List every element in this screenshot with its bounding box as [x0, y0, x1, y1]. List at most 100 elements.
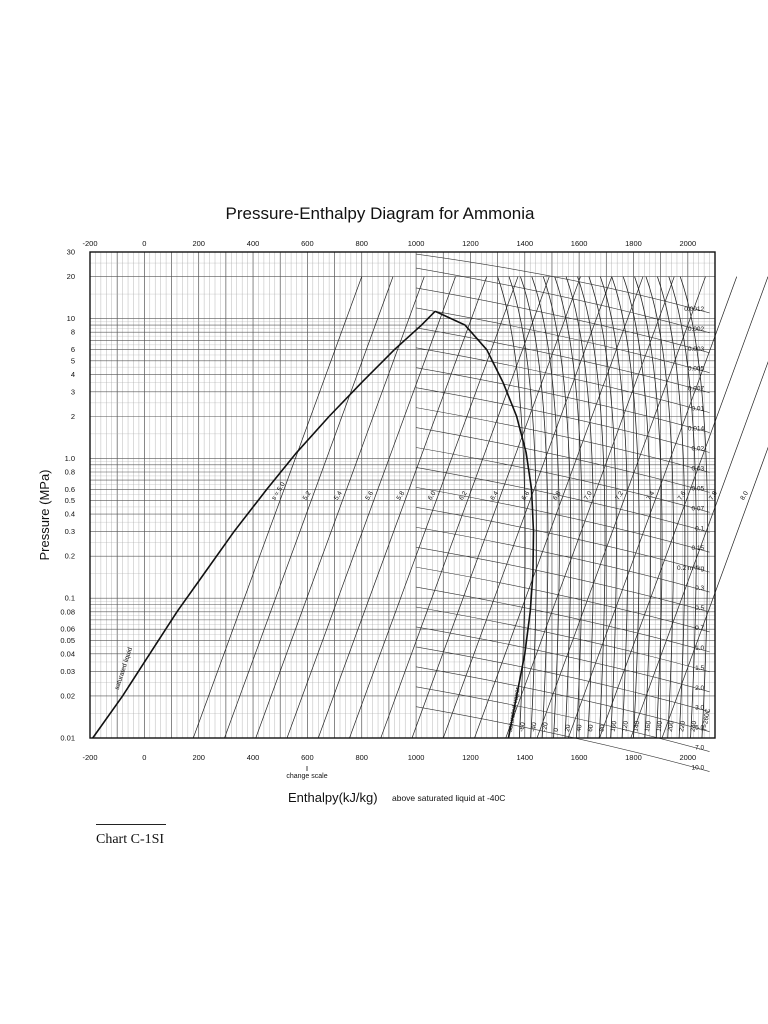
- isotherm-label: 220: [678, 720, 687, 732]
- x-tick-label-top: 400: [247, 239, 260, 248]
- saturated-vapor-line: [434, 310, 535, 739]
- x-tick-label-bottom: 400: [247, 753, 260, 762]
- isentrope-label: 8.0: [739, 490, 750, 502]
- chart-caption: Chart C-1SI: [96, 832, 165, 847]
- isentrope-label: s = 5.0: [271, 481, 288, 502]
- isotherm-label: T=260C: [701, 708, 712, 732]
- plot-frame: [89, 251, 716, 739]
- x-tick-label-top: 2000: [679, 239, 696, 248]
- isochore-line: [416, 407, 710, 473]
- y-tick-label: 4: [71, 370, 75, 379]
- isotherm-label: 120: [621, 720, 630, 732]
- y-tick-label: 20: [67, 272, 75, 281]
- isochore-label: 0.2 m³/kg: [677, 565, 704, 572]
- isentrope-line: [567, 276, 738, 739]
- isentrope-label: 5.4: [333, 490, 344, 502]
- isentrope-line: [380, 276, 550, 739]
- isochore-label: 0.003: [688, 346, 705, 353]
- x-tick-label-top: 0: [142, 239, 146, 248]
- isentrope-label: 6.4: [489, 490, 500, 502]
- isochore-line: [416, 487, 710, 553]
- isentrope-line: [599, 276, 768, 739]
- isotherm-label: 40: [575, 724, 583, 733]
- isochore-line: [416, 566, 710, 633]
- isentrope-line: [474, 276, 644, 739]
- isochore-label: 0.007: [688, 386, 705, 393]
- x-tick-label-top: 1200: [462, 239, 479, 248]
- isochore-label: 0.02: [691, 445, 704, 452]
- isochore-label: 0.002: [688, 326, 705, 333]
- isochore-label: 0.03: [691, 465, 704, 472]
- isotherm-label: -20: [541, 722, 550, 733]
- isochore-label: 0.1: [695, 525, 704, 532]
- isochore-label: 3.0: [695, 705, 704, 712]
- isochore-label: 0.05: [691, 485, 704, 492]
- y-tick-label: 0.5: [65, 496, 75, 505]
- isentrope-line: [192, 276, 363, 739]
- isochore-line: [416, 447, 710, 513]
- isentrope-label: 7.2: [614, 490, 625, 502]
- isentrope-label: 7.0: [583, 490, 594, 502]
- x-tick-label-bottom: 1200: [462, 753, 479, 762]
- isentrope-label: 7.6: [677, 490, 688, 502]
- isentrope-label: 6.6: [521, 490, 532, 502]
- isentrope-line: [442, 276, 613, 739]
- y-tick-label: 30: [67, 248, 75, 257]
- isochore-line: [416, 586, 710, 653]
- y-tick-label: 8: [71, 328, 75, 337]
- isochore-label: 0.014: [688, 426, 705, 433]
- isentrope-label: 5.6: [364, 490, 375, 502]
- isotherm-line: [657, 276, 686, 739]
- isentrope-line: [411, 276, 581, 739]
- x-tick-label-bottom: -200: [82, 753, 97, 762]
- isochore-line: [416, 367, 710, 433]
- y-tick-label: 6: [71, 345, 75, 354]
- isotherm-label: 140: [633, 720, 642, 732]
- y-tick-label: 0.4: [65, 510, 75, 519]
- isotherm-line: [531, 276, 560, 739]
- isotherm-line: [520, 276, 549, 739]
- isochore-label: 0.005: [688, 366, 705, 373]
- y-tick-label: 0.06: [60, 625, 75, 634]
- isochore-line: [416, 546, 710, 613]
- isochore-label: 2.0: [695, 685, 704, 692]
- change-scale-note: change scale: [286, 773, 327, 780]
- isentrope-label: 7.4: [646, 490, 657, 502]
- isentrope-label: 5.8: [396, 490, 407, 502]
- isochore-line: [416, 307, 710, 374]
- isotherm-label: 0: [553, 727, 561, 732]
- y-tick-label: 5: [71, 356, 75, 365]
- caption-rule: [96, 824, 166, 825]
- isotherm-label: 60: [587, 724, 595, 733]
- isochore-line: [416, 606, 710, 673]
- isochore-line: [416, 267, 710, 334]
- isentrope-line: [536, 276, 706, 739]
- x-tick-label-top: -200: [82, 239, 97, 248]
- isochore-label: 5.0: [695, 725, 704, 732]
- isochore-label: 1.5: [695, 665, 704, 672]
- x-tick-label-bottom: 2000: [679, 753, 696, 762]
- x-tick-label-bottom: 200: [192, 753, 205, 762]
- isochore-label: 0.0012: [684, 306, 704, 313]
- isotherm-line: [588, 276, 617, 739]
- isotherm-line: [497, 276, 526, 739]
- isochore-label: 0.07: [691, 505, 704, 512]
- x-tick-label-top: 1800: [625, 239, 642, 248]
- y-axis-label: Pressure (MPa): [37, 469, 52, 560]
- y-tick-label: 0.02: [60, 691, 75, 700]
- x-tick-label-bottom: 0: [142, 753, 146, 762]
- x-tick-label-top: 200: [192, 239, 205, 248]
- x-tick-label-top: 600: [301, 239, 314, 248]
- y-tick-label: 10: [67, 314, 75, 323]
- axis-ticks: 30 20 10 8 6 5 4 3 2 1.0 0.8 0.6 0.5 0.4 0.3 0.2 0.1 0.08…: [60, 239, 696, 762]
- y-tick-label: 2: [71, 412, 75, 421]
- y-tick-label: 1.0: [65, 454, 75, 463]
- isentrope-line: [661, 446, 768, 739]
- isochore-label: 1.0: [695, 645, 704, 652]
- isochore-line: [416, 427, 710, 493]
- y-tick-label: 0.03: [60, 667, 75, 676]
- chart-title: Pressure-Enthalpy Diagram for Ammonia: [226, 204, 536, 223]
- y-tick-label: 0.3: [65, 527, 75, 536]
- isochore-label: 0.5: [695, 605, 704, 612]
